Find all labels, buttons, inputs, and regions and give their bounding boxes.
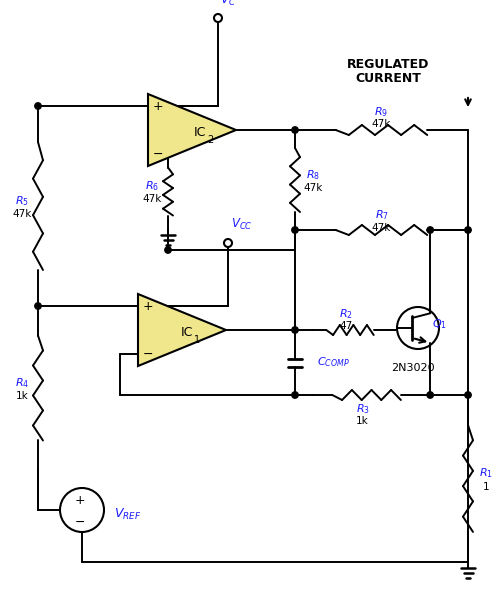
Polygon shape	[148, 94, 236, 166]
Text: $R_4$: $R_4$	[15, 376, 29, 390]
Text: $C_{COMP}$: $C_{COMP}$	[317, 356, 350, 369]
Circle shape	[292, 227, 298, 233]
Text: $V_{CC}$: $V_{CC}$	[231, 217, 252, 232]
Text: 2: 2	[207, 135, 213, 145]
Text: $R_9$: $R_9$	[374, 105, 388, 119]
Circle shape	[427, 392, 434, 398]
Text: −: −	[75, 516, 85, 529]
Text: CURRENT: CURRENT	[355, 72, 421, 86]
Text: IC: IC	[194, 125, 206, 138]
Circle shape	[292, 392, 298, 398]
Text: 1k: 1k	[16, 391, 28, 401]
Text: IC: IC	[181, 326, 193, 339]
Text: $V_C$: $V_C$	[220, 0, 236, 8]
Text: $R_5$: $R_5$	[15, 194, 29, 208]
Polygon shape	[138, 294, 226, 366]
Text: −: −	[143, 347, 153, 361]
Text: $R_2$: $R_2$	[339, 307, 353, 321]
Text: $R_1$: $R_1$	[479, 467, 493, 481]
Text: $R_8$: $R_8$	[306, 168, 320, 182]
Text: +: +	[142, 299, 154, 312]
Text: 47k: 47k	[372, 223, 391, 233]
Text: +: +	[152, 100, 164, 112]
Text: −: −	[153, 147, 163, 160]
Text: 1k: 1k	[356, 416, 369, 426]
Text: 47k: 47k	[12, 209, 32, 219]
Text: 1: 1	[482, 482, 490, 491]
Text: 47k: 47k	[304, 183, 322, 193]
Text: $R_6$: $R_6$	[145, 179, 159, 194]
Text: 47k: 47k	[372, 119, 391, 129]
Circle shape	[165, 247, 171, 253]
Text: $Q_1$: $Q_1$	[432, 317, 447, 331]
Text: $R_3$: $R_3$	[356, 402, 370, 416]
Text: $V_{REF}$: $V_{REF}$	[114, 507, 141, 522]
Circle shape	[427, 227, 434, 233]
Circle shape	[292, 127, 298, 133]
Text: 1: 1	[194, 335, 200, 345]
Circle shape	[35, 303, 41, 309]
Circle shape	[465, 227, 471, 233]
Circle shape	[292, 327, 298, 333]
Text: 47k: 47k	[142, 194, 162, 204]
Text: 47: 47	[340, 321, 352, 331]
Text: REGULATED: REGULATED	[347, 58, 429, 71]
Text: +: +	[74, 494, 86, 507]
Text: $R_7$: $R_7$	[374, 208, 388, 222]
Text: 2N3020: 2N3020	[391, 363, 435, 373]
Circle shape	[465, 392, 471, 398]
Circle shape	[35, 103, 41, 109]
